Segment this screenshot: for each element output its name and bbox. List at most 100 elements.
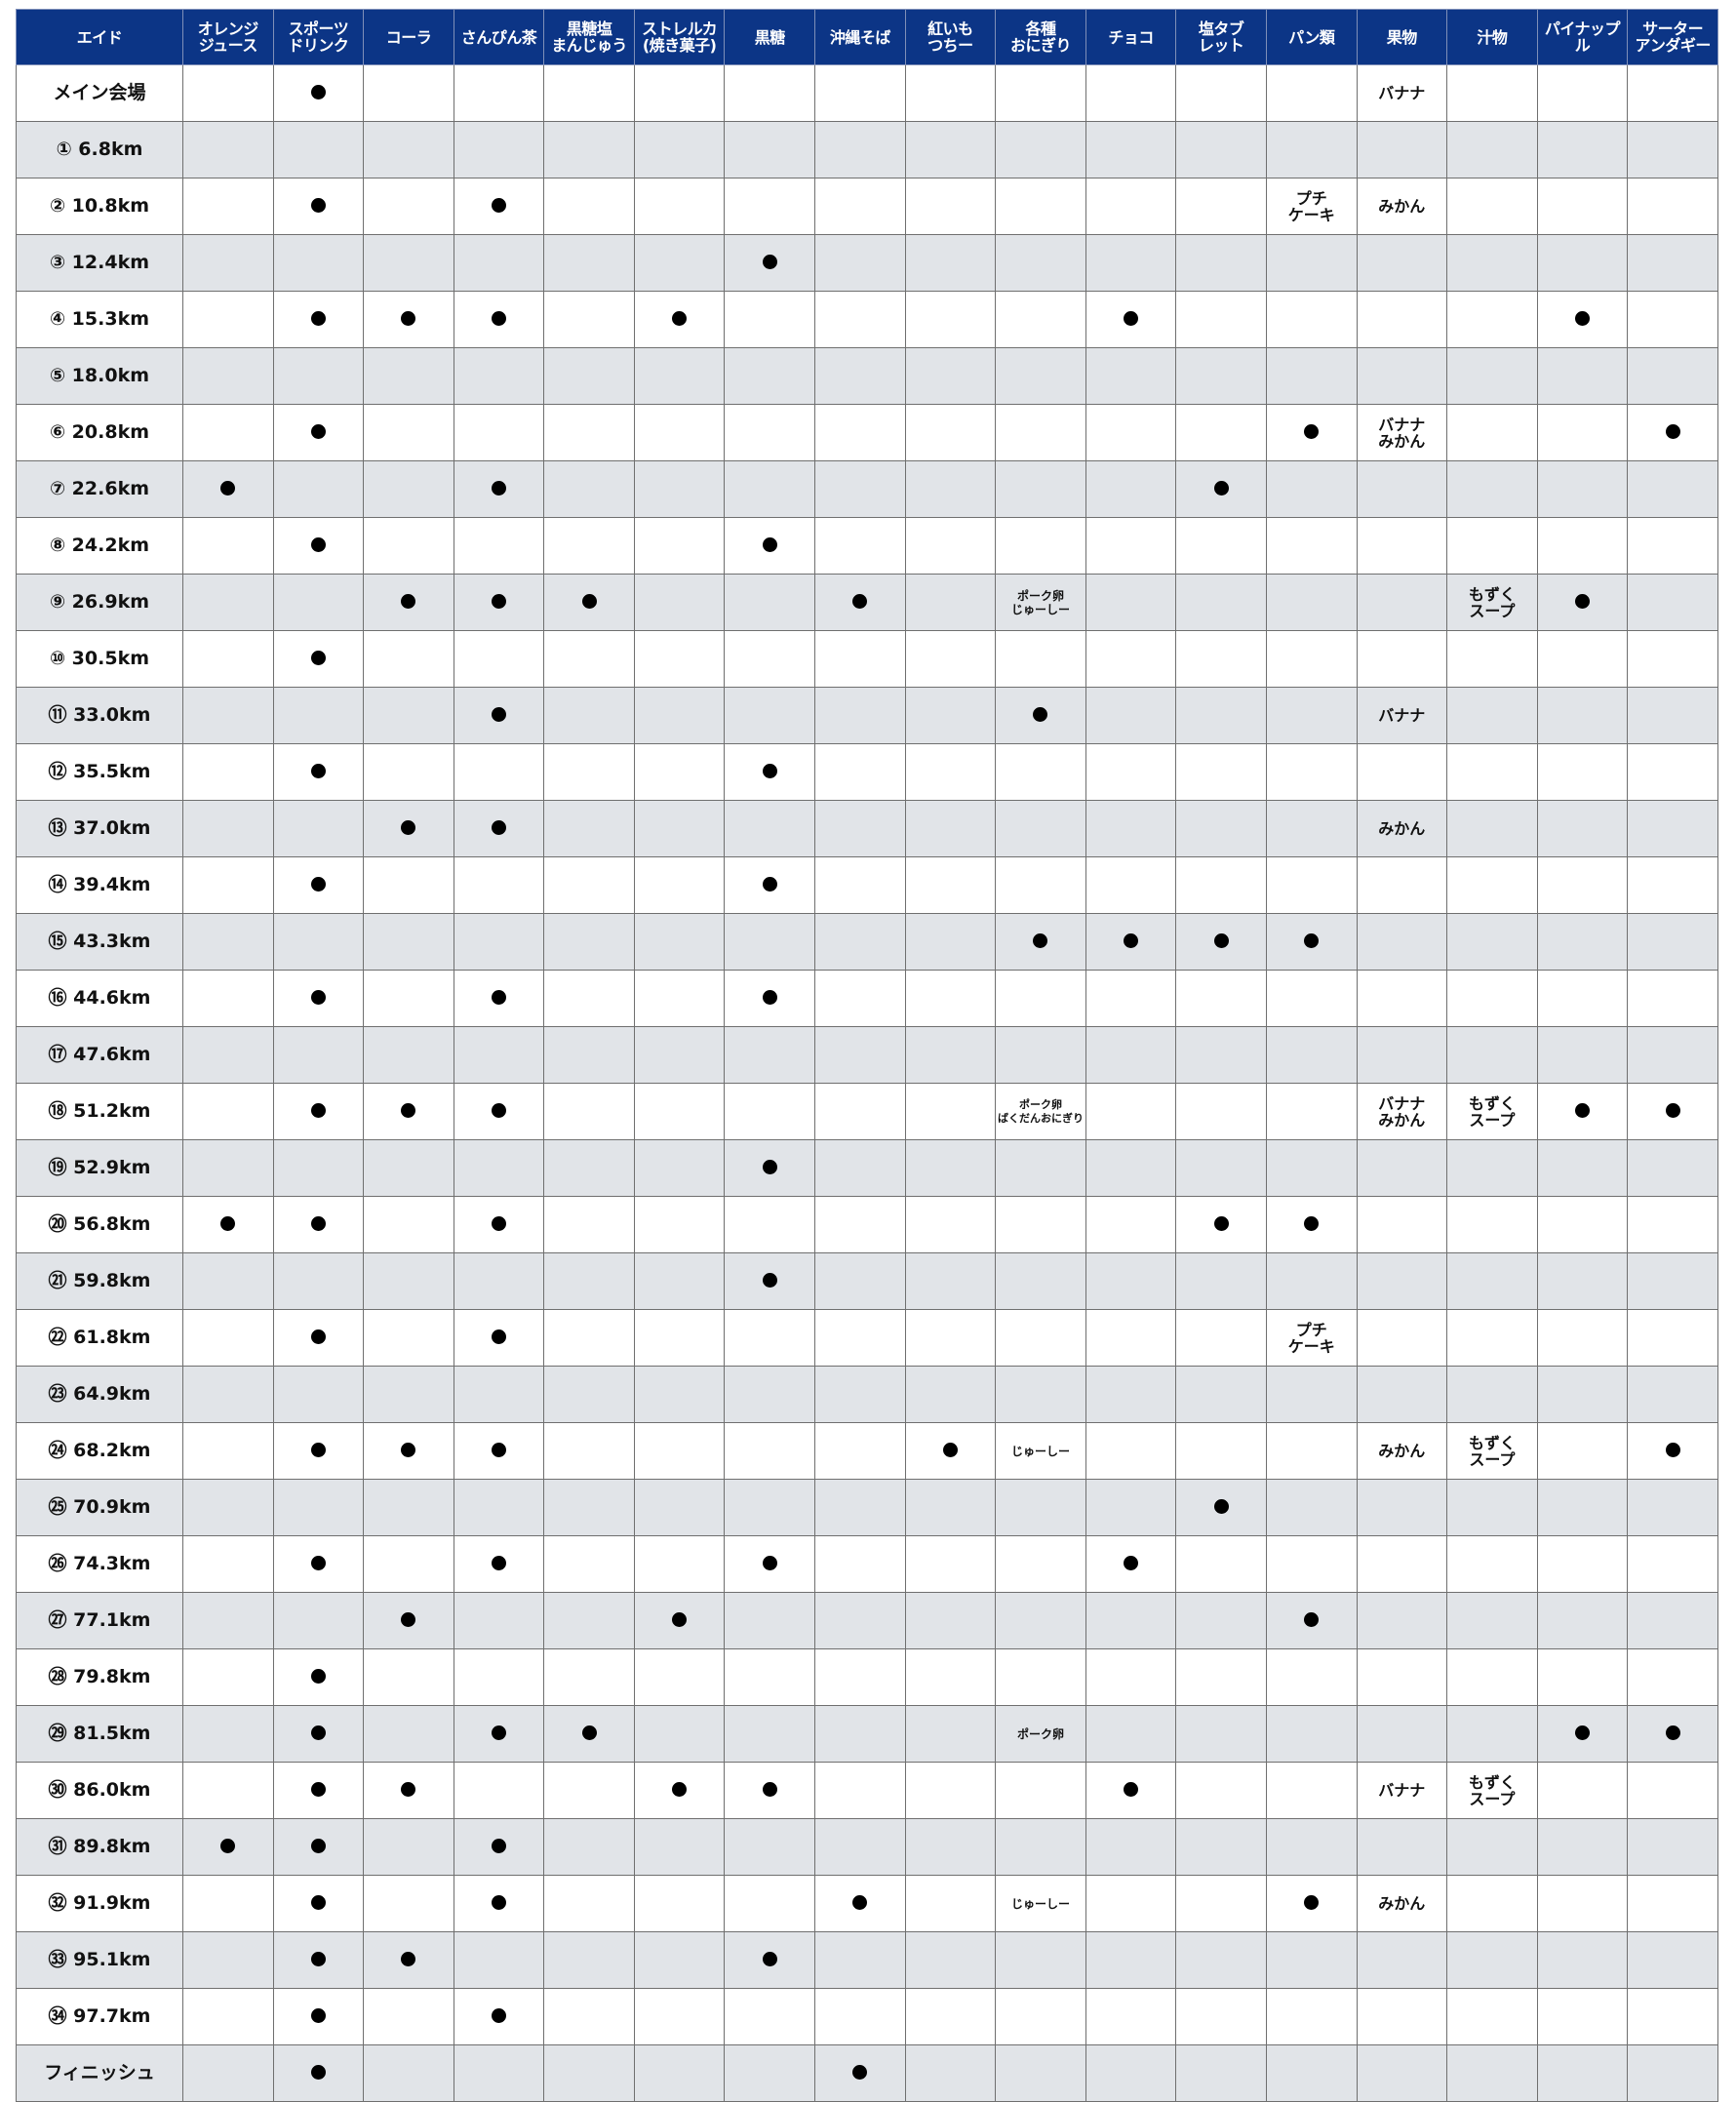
empty-cell <box>633 1931 726 1989</box>
empty-cell <box>1356 517 1448 575</box>
empty-cell <box>995 1366 1086 1423</box>
empty-cell <box>543 291 635 348</box>
available-dot-cell <box>724 1535 816 1593</box>
dot-icon <box>1304 423 1320 439</box>
empty-cell <box>633 1705 726 1763</box>
empty-cell <box>1446 1705 1538 1763</box>
available-dot-cell <box>453 1422 545 1480</box>
empty-cell <box>272 121 365 178</box>
available-dot-cell <box>1175 1479 1267 1536</box>
dot-icon <box>492 310 507 326</box>
empty-cell <box>1536 2044 1629 2102</box>
dot-icon <box>220 480 236 496</box>
empty-cell <box>453 1252 545 1310</box>
dot-icon <box>492 480 507 496</box>
available-dot-cell <box>633 291 726 348</box>
header-column: コーラ <box>363 9 454 65</box>
available-dot-cell <box>724 970 816 1027</box>
empty-cell <box>995 1988 1086 2045</box>
empty-cell <box>182 347 274 405</box>
dot-icon <box>310 310 326 326</box>
empty-cell <box>724 291 816 348</box>
empty-cell <box>1627 743 1718 801</box>
empty-cell <box>904 1648 997 1706</box>
empty-cell <box>995 800 1086 857</box>
table-row: ㉔ 68.2km じゅーしー みかん もずく スープ <box>16 1422 1718 1480</box>
empty-cell <box>272 1479 365 1536</box>
empty-cell <box>543 913 635 971</box>
empty-cell <box>182 913 274 971</box>
empty-cell <box>1175 1139 1267 1197</box>
dot-icon <box>1665 1442 1680 1457</box>
dot-icon <box>762 1555 777 1570</box>
available-dot-cell <box>1536 1083 1629 1140</box>
dot-icon <box>1213 1215 1229 1231</box>
dot-icon <box>762 254 777 269</box>
table-row: ⑭ 39.4km <box>16 856 1718 914</box>
empty-cell <box>904 800 997 857</box>
empty-cell <box>543 1196 635 1253</box>
table-row: ⑱ 51.2km ポーク卵 ばくだんおにぎり バナナ みかん もずく スープ <box>16 1083 1718 1140</box>
empty-cell <box>1446 64 1538 122</box>
empty-cell <box>1356 574 1448 631</box>
available-dot-cell <box>453 1083 545 1140</box>
empty-cell <box>1356 1818 1448 1876</box>
empty-cell <box>543 1479 635 1536</box>
table-row: ㉝ 95.1km <box>16 1931 1718 1989</box>
empty-cell <box>724 574 816 631</box>
empty-cell <box>363 1648 454 1706</box>
empty-cell <box>633 2044 726 2102</box>
empty-cell <box>814 1535 906 1593</box>
empty-cell <box>1536 970 1629 1027</box>
empty-cell <box>1265 64 1358 122</box>
empty-cell <box>1536 64 1629 122</box>
table-row: ② 10.8km プチ ケーキ みかん <box>16 178 1718 235</box>
dot-icon <box>492 1555 507 1570</box>
empty-cell <box>633 347 726 405</box>
aid-station-label: ⑭ 39.4km <box>16 856 183 914</box>
empty-cell <box>995 1309 1086 1367</box>
empty-cell <box>363 347 454 405</box>
empty-cell <box>633 1422 726 1480</box>
available-dot-cell <box>272 630 365 688</box>
empty-cell <box>543 1026 635 1084</box>
empty-cell <box>1446 913 1538 971</box>
available-dot-cell <box>1175 913 1267 971</box>
dot-icon <box>1213 932 1229 948</box>
empty-cell <box>1627 630 1718 688</box>
empty-cell <box>904 1705 997 1763</box>
empty-cell <box>1085 743 1177 801</box>
empty-cell <box>1265 1252 1358 1310</box>
empty-cell <box>182 1648 274 1706</box>
empty-cell <box>1085 574 1177 631</box>
table-row: ⑫ 35.5km <box>16 743 1718 801</box>
empty-cell <box>1265 1366 1358 1423</box>
item-note-cell: じゅーしー <box>995 1875 1086 1932</box>
empty-cell <box>1265 1139 1358 1197</box>
empty-cell <box>182 1875 274 1932</box>
empty-cell <box>363 1818 454 1876</box>
empty-cell <box>1356 913 1448 971</box>
empty-cell <box>1536 687 1629 744</box>
available-dot-cell <box>453 291 545 348</box>
available-dot-cell <box>272 743 365 801</box>
empty-cell <box>272 687 365 744</box>
empty-cell <box>363 1026 454 1084</box>
available-dot-cell <box>995 913 1086 971</box>
empty-cell <box>272 234 365 292</box>
dot-icon <box>1124 932 1139 948</box>
empty-cell <box>633 800 726 857</box>
empty-cell <box>1356 234 1448 292</box>
table-row: ㉑ 59.8km <box>16 1252 1718 1310</box>
aid-station-label: ㉒ 61.8km <box>16 1309 183 1367</box>
empty-cell <box>272 1252 365 1310</box>
empty-cell <box>1446 687 1538 744</box>
empty-cell <box>543 517 635 575</box>
empty-cell <box>995 404 1086 461</box>
empty-cell <box>543 2044 635 2102</box>
header-column: パン類 <box>1265 9 1358 65</box>
empty-cell <box>363 913 454 971</box>
empty-cell <box>1536 234 1629 292</box>
empty-cell <box>633 1026 726 1084</box>
empty-cell <box>1085 1139 1177 1197</box>
